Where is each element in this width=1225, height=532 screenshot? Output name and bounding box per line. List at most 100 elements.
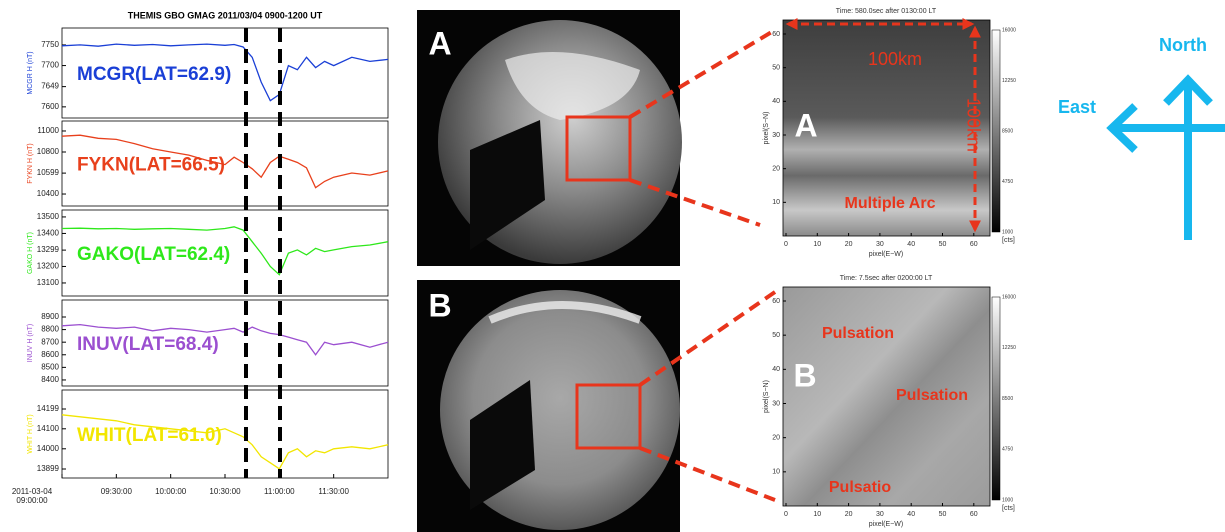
y-tick-label: 13899 bbox=[37, 464, 60, 473]
colorbar-label: 1000 bbox=[1002, 497, 1013, 503]
y-tick-label: 11000 bbox=[37, 126, 59, 135]
x-tick-label: 11:00:00 bbox=[264, 487, 295, 496]
y-tick-label: 8900 bbox=[41, 312, 59, 321]
y-tick-label: 14199 bbox=[37, 404, 60, 413]
x-tick-label: 20 bbox=[845, 511, 853, 518]
x-axis-label: pixel(E−W) bbox=[869, 521, 903, 528]
x-tick-label: 30 bbox=[876, 511, 884, 518]
colorbar-label: 16000 bbox=[1002, 294, 1016, 300]
figure-title: THEMIS GBO GMAG 2011/03/04 0900-1200 UT bbox=[128, 10, 323, 20]
panel-frame bbox=[61, 120, 389, 207]
y-tick-label: 7600 bbox=[41, 102, 59, 111]
x-tick-label: 09:30:00 bbox=[101, 487, 133, 496]
colorbar-label: 4750 bbox=[1002, 447, 1013, 453]
x-tick-label: 60 bbox=[970, 511, 978, 518]
colorbar-label: 12250 bbox=[1002, 345, 1016, 351]
y-tick-label: 20 bbox=[772, 166, 780, 173]
x-tick-label: 11:30:00 bbox=[318, 487, 349, 496]
colorbar-label: 8500 bbox=[1002, 128, 1013, 134]
panel-frame bbox=[61, 27, 389, 119]
zoom-note: Multiple Arc bbox=[845, 195, 936, 212]
x-tick-label: 10:00:00 bbox=[155, 487, 187, 496]
y-axis-label: WHIT H (nT) bbox=[27, 414, 34, 454]
zoom-note: 100km bbox=[963, 98, 983, 152]
station-label: MCGR(LAT=62.9) bbox=[77, 64, 231, 85]
zoom-note: Pulsatio bbox=[829, 479, 891, 496]
y-tick-label: 8500 bbox=[41, 362, 59, 371]
station-label: WHIT(LAT=61.0) bbox=[77, 425, 222, 446]
y-axis-label: INUV H (nT) bbox=[27, 324, 34, 363]
y-tick-label: 13400 bbox=[37, 229, 60, 238]
y-axis-label: pixel(S−N) bbox=[763, 380, 770, 413]
y-tick-label: 10400 bbox=[37, 189, 60, 198]
y-tick-label: 13200 bbox=[37, 262, 60, 271]
station-label: FYKN(LAT=66.5) bbox=[77, 155, 225, 176]
compass bbox=[1106, 74, 1225, 240]
y-axis-label: FYKN H (nT) bbox=[27, 143, 34, 183]
colorbar-unit: [cts] bbox=[1002, 505, 1015, 512]
x-tick-label: 10 bbox=[813, 511, 821, 518]
sky-image-b bbox=[417, 280, 680, 532]
y-tick-label: 20 bbox=[772, 435, 780, 442]
y-axis-label: GAKO H (nT) bbox=[27, 232, 34, 274]
zoom-note: Pulsation bbox=[896, 387, 968, 404]
station-label: GAKO(LAT=62.4) bbox=[77, 244, 230, 265]
x-tick-label: 40 bbox=[907, 511, 915, 518]
y-tick-label: 50 bbox=[772, 332, 780, 339]
zoom-time: Time: 580.0sec after 0130:00 LT bbox=[836, 8, 937, 15]
y-tick-label: 60 bbox=[772, 298, 780, 305]
zoom-image-b bbox=[782, 286, 991, 507]
colorbar-label: 16000 bbox=[1002, 27, 1016, 33]
panel-frame bbox=[61, 299, 389, 387]
y-tick-label: 10599 bbox=[37, 168, 60, 177]
data-line bbox=[61, 134, 389, 189]
data-line bbox=[61, 414, 389, 470]
colorbar-unit: [cts] bbox=[1002, 237, 1015, 244]
x-tick-label: 0 bbox=[784, 241, 788, 248]
zoom-image-a bbox=[782, 19, 991, 237]
y-tick-label: 13500 bbox=[37, 212, 60, 221]
zoom-note: Pulsation bbox=[822, 325, 894, 342]
y-tick-label: 40 bbox=[772, 366, 780, 373]
x-tick-label: 40 bbox=[907, 241, 915, 248]
colorbar-label: 8500 bbox=[1002, 396, 1013, 402]
y-tick-label: 40 bbox=[772, 98, 780, 105]
x-tick-label: 60 bbox=[970, 241, 978, 248]
x-tick-label: 20 bbox=[845, 241, 853, 248]
y-tick-label: 10 bbox=[772, 199, 780, 206]
x-tick-label: 50 bbox=[939, 241, 947, 248]
north-label: North bbox=[1159, 35, 1207, 55]
y-tick-label: 8800 bbox=[41, 325, 59, 334]
zoom-letter: B bbox=[793, 357, 816, 393]
y-tick-label: 8400 bbox=[41, 375, 59, 384]
east-label: East bbox=[1058, 97, 1096, 117]
scale-arrows bbox=[785, 18, 981, 233]
y-tick-label: 8700 bbox=[41, 337, 59, 346]
x-tick-label: 10:30:00 bbox=[209, 487, 241, 496]
y-tick-label: 7750 bbox=[41, 40, 59, 49]
panel-frame bbox=[61, 209, 389, 297]
x-tick-label: 0 bbox=[784, 511, 788, 518]
x-tick-label: 30 bbox=[876, 241, 884, 248]
colorbar-label: 1000 bbox=[1002, 229, 1013, 235]
y-tick-label: 60 bbox=[772, 31, 780, 38]
station-label: INUV(LAT=68.4) bbox=[77, 334, 219, 355]
y-axis-label: pixel(S−N) bbox=[763, 112, 770, 145]
y-tick-label: 14000 bbox=[37, 444, 60, 453]
colorbar-label: 12250 bbox=[1002, 78, 1016, 84]
y-tick-label: 10 bbox=[772, 469, 780, 476]
colorbar-b bbox=[991, 296, 1001, 501]
y-tick-label: 30 bbox=[772, 132, 780, 139]
x-tick-label: 10 bbox=[813, 241, 821, 248]
image-label: A bbox=[428, 25, 451, 61]
image-label: B bbox=[428, 287, 451, 323]
zoom-letter: A bbox=[794, 107, 817, 143]
zoom-note: 100km bbox=[868, 49, 922, 69]
x-axis-label: pixel(E−W) bbox=[869, 251, 903, 258]
colorbar-label: 4750 bbox=[1002, 179, 1013, 185]
sky-image-a bbox=[417, 10, 682, 266]
zoom-links bbox=[628, 28, 777, 502]
data-line bbox=[61, 323, 389, 356]
